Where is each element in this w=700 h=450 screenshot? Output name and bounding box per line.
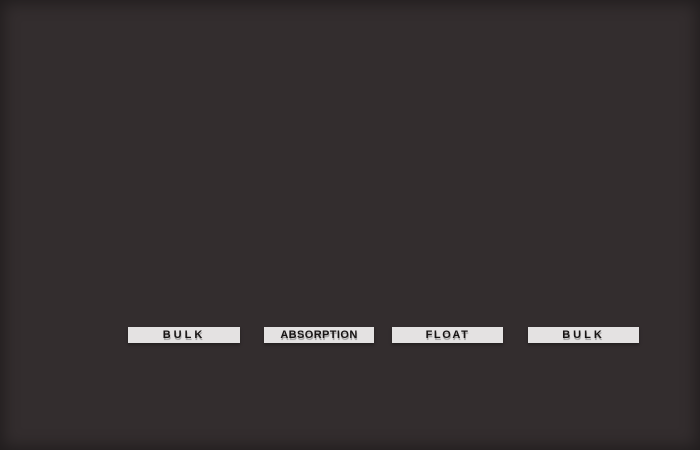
stage-label-bulk: BULK — [128, 327, 240, 343]
stage-label-bulk-2: BULK — [528, 327, 639, 343]
stage-label-float: FLOAT — [392, 327, 503, 343]
stage-label-absorption: ABSORPTION — [264, 327, 374, 343]
